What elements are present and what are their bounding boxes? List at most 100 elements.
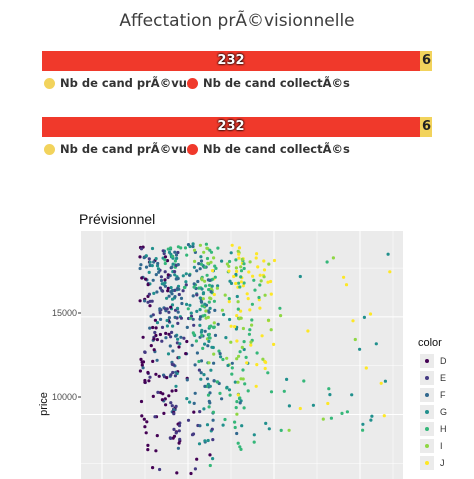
scatter-point [236,307,240,311]
scatter-point [167,394,171,398]
scatter-point [266,371,270,375]
scatter-point [190,433,195,437]
scatter-point [238,285,242,289]
scatter-point [223,293,227,297]
scatter-point [159,278,164,283]
bar-value-small: 6 [422,53,432,68]
y-tick-label: 10000 [52,392,77,402]
y-tick-label: 15000 [52,308,77,318]
grid-lines [81,231,403,479]
color-legend-item-f[interactable]: F [420,388,446,402]
scatter-point [175,277,179,281]
scatter-point [248,260,252,264]
legend-item-prevus[interactable]: Nb de cand prÃ©vus [44,76,194,90]
scatter-point [234,406,238,410]
scatter-point [154,326,158,330]
scatter-point [200,287,204,291]
scatter-point [143,350,147,354]
scatter-point [241,368,245,372]
scatter-point [212,325,216,330]
scatter-point [208,401,212,405]
scatter-point [185,378,189,382]
scatter-point [206,438,210,443]
scatter-point [164,403,168,407]
scatter-point [208,306,212,310]
legend-item-collectes[interactable]: Nb de cand collectÃ©s [187,142,350,156]
scatter-point [160,339,164,343]
scatter-point [237,246,242,250]
scatter-point [201,292,205,296]
scatter-points [138,242,392,476]
color-legend-item-h[interactable]: H [420,422,447,436]
scatter-point [154,273,158,277]
scatter-point [163,284,167,288]
bar-segment-prevus[interactable] [420,117,432,137]
color-legend-item-j[interactable]: J [420,456,445,470]
stacked-bar[interactable]: 232 6 [42,51,432,71]
scatter-point [173,273,177,277]
scatter-point [353,337,357,342]
legend-item-prevus[interactable]: Nb de cand prÃ©vus [44,142,194,156]
scatter-point [144,254,148,258]
legend-item-collectes[interactable]: Nb de cand collectÃ©s [187,76,350,90]
scatter-point [188,303,192,307]
scatter-point [174,388,178,393]
scatter-point [192,410,196,414]
scatter-point [250,318,254,322]
scatter-point [169,290,173,294]
scatter-point [138,369,142,373]
bar-segment-collectes[interactable] [42,117,420,137]
color-legend-item-e[interactable]: E [420,371,446,385]
scatter-point [170,265,174,269]
scatter-point [245,361,249,365]
scatter-point [158,311,162,315]
scatter-point [186,418,191,422]
scatter-point [212,352,216,356]
scatter-point [204,242,208,246]
scatter-point [228,259,232,264]
scatter-point [232,274,236,279]
scatter-point [166,286,170,290]
scatter-point [220,397,224,401]
scatter-point [207,361,211,365]
legend-label: Nb de cand collectÃ©s [203,142,350,156]
scatter-point [179,296,184,300]
scatter-point [236,300,240,304]
scatter-point [176,321,180,325]
scatter-point [188,400,192,404]
scatter-point [207,288,211,292]
bar-segment-collectes[interactable] [42,51,420,71]
scatter-point [190,343,194,347]
legend-label: D [440,356,447,366]
scatter-point [250,323,254,327]
scatter-point [209,368,213,372]
color-legend-item-d[interactable]: D [420,354,447,368]
scatter-point [211,457,215,461]
scatter-point [169,436,173,440]
scatter-point [306,329,310,333]
scatter-point [243,382,247,386]
scatter-point [163,270,167,274]
scatter-point [195,269,199,273]
scatter-point [213,275,217,279]
color-legend-item-g[interactable]: G [420,405,447,419]
scatter-point [166,352,171,356]
scatter-point [152,348,156,352]
scatter-point [153,330,157,335]
stacked-bar[interactable]: 232 6 [42,117,432,137]
scatter-point [256,265,260,269]
scatter-point [166,275,170,280]
scatter-point [138,255,142,259]
scatter-point [228,393,232,397]
scatter-point [163,258,167,262]
scatter-point [272,342,276,346]
scatter-point [192,401,196,405]
bar-segment-prevus[interactable] [420,51,432,71]
scatter-point [139,263,143,267]
scatter-point [188,273,192,277]
scatter-point [161,249,165,253]
scatter-point [212,256,216,260]
legend-label: Nb de cand prÃ©vus [60,142,194,156]
scatter-point [269,328,273,332]
color-legend-item-i[interactable]: I [420,439,443,453]
